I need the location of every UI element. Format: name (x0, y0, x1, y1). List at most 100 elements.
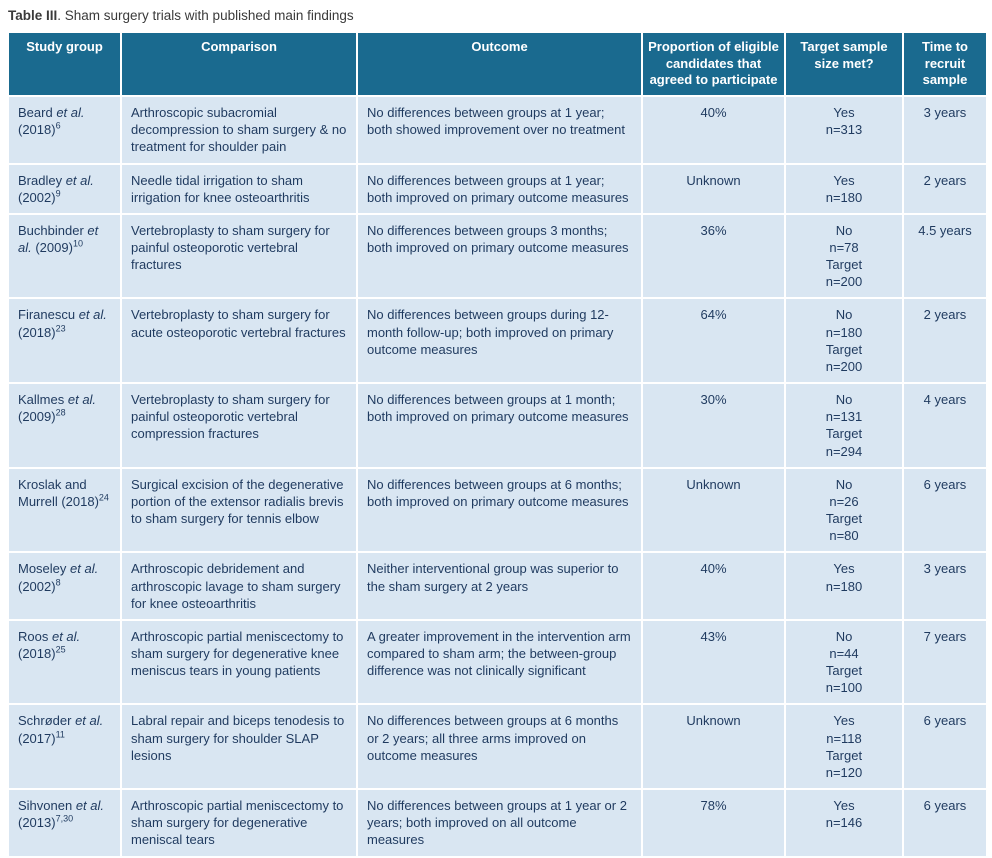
table-row: Schrøder et al. (2017)11 Labral repair a… (7, 703, 988, 791)
study-cell: Kroslak and Murrell (2018)24 (7, 466, 122, 554)
time-cell: 6 years (902, 703, 988, 791)
study-ref: 9 (55, 188, 61, 199)
sample-size-cell: Yes n=180 (784, 551, 904, 621)
outcome-cell: No differences between groups at 1 year;… (356, 95, 643, 165)
sample-size-cell: No n=180 Target n=200 (784, 297, 904, 385)
proportion-cell: 64% (641, 297, 786, 385)
study-author: Kallmes (18, 392, 68, 408)
table-header: Study group Comparison Outcome Proportio… (7, 31, 988, 98)
sample-size-cell: No n=44 Target n=100 (784, 618, 904, 706)
proportion-cell: 30% (641, 382, 786, 469)
sample-size-cell: No n=78 Target n=200 (784, 212, 904, 300)
header-cell-comparison: Comparison (120, 31, 358, 98)
outcome-cell: No differences between groups at 6 month… (356, 703, 643, 791)
comparison-cell: Arthroscopic debridement and arthroscopi… (120, 551, 358, 621)
study-etal: et al. (65, 172, 94, 188)
table-row: Kroslak and Murrell (2018)24 Surgical ex… (7, 466, 988, 554)
proportion-cell: 40% (641, 551, 786, 621)
study-author: Buchbinder (18, 222, 88, 238)
proportion-cell: 78% (641, 788, 786, 858)
outcome-cell: No differences between groups at 6 month… (356, 466, 643, 554)
study-author: Beard (18, 105, 57, 121)
study-ref: 10 (72, 238, 83, 249)
comparison-cell: Arthroscopic partial meniscectomy to sha… (120, 788, 358, 858)
outcome-cell: No differences between groups during 12-… (356, 297, 643, 385)
outcome-cell: No differences between groups at 1 year … (356, 788, 643, 858)
study-ref: 28 (55, 407, 66, 418)
study-cell: Bradley et al. (2002)9 (7, 162, 122, 215)
table-caption-label: Table III (8, 8, 58, 23)
time-cell: 6 years (902, 466, 988, 554)
comparison-cell: Surgical excision of the degenerative po… (120, 466, 358, 554)
study-year: (2009) (18, 409, 56, 425)
outcome-cell: No differences between groups at 1 year;… (356, 162, 643, 215)
study-year: (2017) (18, 730, 56, 746)
time-cell: 2 years (902, 162, 988, 215)
table-row: Kallmes et al. (2009)28 Vertebroplasty t… (7, 382, 988, 469)
time-cell: 3 years (902, 95, 988, 165)
proportion-cell: 40% (641, 95, 786, 165)
table-caption-text: . Sham surgery trials with published mai… (57, 8, 354, 23)
study-etal: et al. (75, 713, 104, 729)
study-etal: et al. (75, 798, 105, 814)
comparison-cell: Labral repair and biceps tenodesis to sh… (120, 703, 358, 791)
study-ref: 25 (55, 644, 66, 655)
proportion-cell: 43% (641, 618, 786, 706)
comparison-cell: Arthroscopic subacromial decompression t… (120, 95, 358, 165)
study-author: Firanescu (18, 307, 79, 323)
study-year: (2018) (18, 122, 56, 138)
outcome-cell: No differences between groups at 1 month… (356, 382, 643, 469)
study-year: (2013) (18, 815, 56, 831)
study-ref: 6 (55, 120, 61, 131)
study-author: Bradley (18, 172, 66, 188)
header-cell-proportion: Proportion of eligible candidates that a… (641, 31, 786, 98)
sample-size-cell: Yes n=180 (784, 162, 904, 215)
proportion-cell: Unknown (641, 162, 786, 215)
study-author: Sihvonen (18, 798, 76, 814)
table-row: Firanescu et al. (2018)23 Vertebroplasty… (7, 297, 988, 385)
sample-size-cell: No n=131 Target n=294 (784, 382, 904, 469)
study-cell: Sihvonen et al. (2013)7,30 (7, 788, 122, 858)
study-cell: Buchbinder et al. (2009)10 (7, 212, 122, 300)
study-year: (2018) (18, 324, 56, 340)
study-etal: et al. (78, 307, 107, 323)
sample-size-cell: Yes n=146 (784, 788, 904, 858)
table-row: Buchbinder et al. (2009)10 Vertebroplast… (7, 212, 988, 300)
table-row: Moseley et al. (2002)8 Arthroscopic debr… (7, 551, 988, 621)
table-body: Beard et al. (2018)6 Arthroscopic subacr… (7, 95, 988, 858)
comparison-cell: Vertebroplasty to sham surgery for painf… (120, 382, 358, 469)
outcome-cell: A greater improvement in the interventio… (356, 618, 643, 706)
study-cell: Kallmes et al. (2009)28 (7, 382, 122, 469)
proportion-cell: 36% (641, 212, 786, 300)
table-row: Beard et al. (2018)6 Arthroscopic subacr… (7, 95, 988, 165)
comparison-cell: Arthroscopic partial meniscectomy to sha… (120, 618, 358, 706)
time-cell: 4.5 years (902, 212, 988, 300)
study-cell: Moseley et al. (2002)8 (7, 551, 122, 621)
study-ref: 23 (55, 323, 66, 334)
time-cell: 6 years (902, 788, 988, 858)
sample-size-cell: Yes n=118 Target n=120 (784, 703, 904, 791)
study-author: Kroslak and Murrell (18, 476, 87, 509)
table-row: Bradley et al. (2002)9 Needle tidal irri… (7, 162, 988, 215)
study-cell: Firanescu et al. (2018)23 (7, 297, 122, 385)
proportion-cell: Unknown (641, 703, 786, 791)
study-year: (2018) (18, 645, 56, 661)
time-cell: 2 years (902, 297, 988, 385)
study-cell: Schrøder et al. (2017)11 (7, 703, 122, 791)
study-cell: Roos et al. (2018)25 (7, 618, 122, 706)
sample-size-cell: Yes n=313 (784, 95, 904, 165)
study-etal: et al. (56, 105, 85, 121)
table-caption: Table III. Sham surgery trials with publ… (8, 8, 985, 24)
study-ref: 11 (55, 729, 65, 740)
header-cell-outcome: Outcome (356, 31, 643, 98)
study-author: Roos (18, 628, 52, 644)
header-cell-time: Time to recruit sample (902, 31, 988, 98)
time-cell: 3 years (902, 551, 988, 621)
study-ref: 7,30 (55, 813, 74, 824)
comparison-cell: Needle tidal irrigation to sham irrigati… (120, 162, 358, 215)
sham-surgery-trials-table: Study group Comparison Outcome Proportio… (7, 31, 988, 858)
study-author: Moseley (18, 561, 71, 577)
outcome-cell: Neither interventional group was superio… (356, 551, 643, 621)
study-etal: et al. (51, 628, 81, 644)
